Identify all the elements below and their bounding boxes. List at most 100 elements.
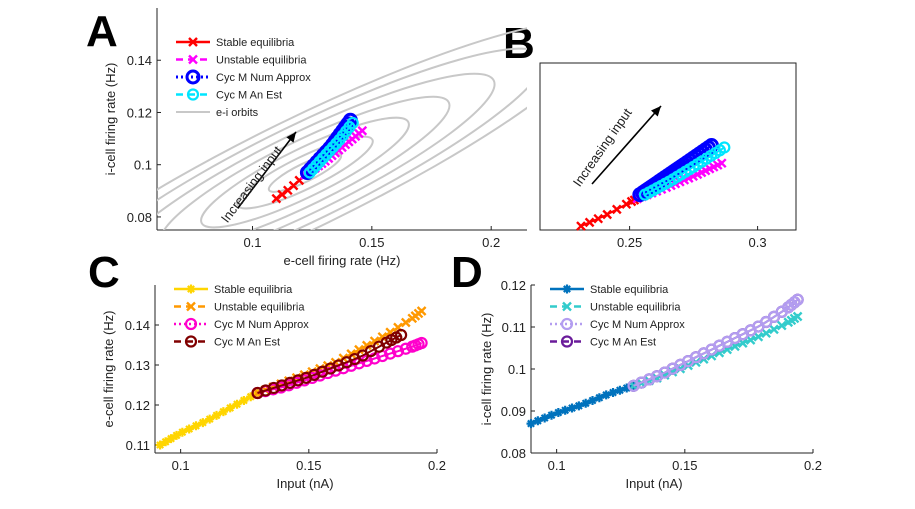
- y-tick-label: 0.08: [127, 210, 152, 225]
- data-point: [346, 116, 359, 130]
- legend-marker: [186, 88, 200, 101]
- legend-marker: [188, 37, 198, 47]
- data-point: [316, 151, 330, 165]
- panel-d: 0.1 0.15 0.2 0.08 0.09 0.1 0.11 0.12 Input (nA) i…: [479, 278, 822, 491]
- axes-box: [539, 62, 797, 231]
- data-point: [584, 217, 595, 228]
- data-point: [776, 320, 787, 331]
- legend-label: Cyc M Num Approx: [590, 319, 685, 331]
- legend-marker: [184, 317, 198, 331]
- data-point: [357, 125, 368, 136]
- data-point: [716, 158, 727, 169]
- legend: Stable equilibria Unstable equilibria Cyc …: [176, 37, 311, 119]
- data-point: [588, 396, 598, 405]
- data-point: [621, 199, 632, 210]
- data-point: [622, 383, 632, 393]
- data-point: [291, 374, 305, 387]
- legend-marker: [562, 284, 572, 294]
- arrow-shaft: [237, 131, 297, 209]
- legend-marker: [560, 335, 574, 348]
- legend-marker: [562, 301, 572, 312]
- y-tick-label: 0.12: [125, 398, 150, 413]
- data-point: [753, 331, 764, 342]
- series-3: [627, 293, 804, 392]
- y-axis-label: e-cell firing rate (Hz): [101, 310, 116, 427]
- y-tick-label: 0.13: [125, 358, 150, 373]
- y-tick-label: 0.11: [126, 438, 150, 453]
- panel-letter-b: B: [503, 19, 535, 68]
- data-point: [232, 399, 242, 409]
- legend-label: Cyc M Num Approx: [214, 319, 309, 331]
- data-point: [718, 141, 731, 154]
- x-tick-label: 0.2: [428, 458, 446, 473]
- legend-label: Cyc M Num Approx: [216, 72, 311, 84]
- x-tick-label: 0.1: [172, 458, 190, 473]
- legend-marker: [188, 54, 198, 65]
- orbit-4: [157, 72, 496, 230]
- legend-label: Cyc M An Est: [216, 90, 282, 102]
- panel-letter-d: D: [451, 248, 483, 297]
- data-point: [611, 204, 622, 215]
- orbit-2: [200, 116, 410, 229]
- orbit-3: [159, 95, 451, 230]
- series-0: [155, 388, 263, 450]
- series-line: [530, 384, 634, 425]
- data-point: [166, 434, 176, 444]
- data-point: [391, 345, 405, 358]
- data-point: [239, 395, 249, 405]
- data-point: [251, 386, 264, 400]
- data-point: [533, 416, 543, 426]
- data-point: [225, 403, 235, 413]
- series-0: [576, 193, 643, 231]
- y-tick-label: 0.12: [127, 105, 152, 120]
- data-point: [788, 296, 801, 309]
- arrow-shaft: [591, 105, 662, 185]
- legend: Stable equilibria Unstable equilibria Cyc …: [550, 284, 685, 349]
- legend: Stable equilibria Unstable equilibria Cyc …: [174, 284, 309, 349]
- data-point: [791, 293, 804, 306]
- data-point: [246, 392, 256, 402]
- x-tick-label: 0.1: [548, 458, 566, 473]
- data-point: [161, 437, 171, 447]
- x-axis-label: Input (nA): [625, 476, 682, 491]
- data-point: [601, 390, 611, 400]
- legend-marker: [186, 284, 196, 294]
- data-point: [205, 414, 215, 424]
- data-point: [761, 328, 772, 339]
- legend-label: Stable equilibria: [214, 284, 293, 296]
- legend-marker: [184, 335, 198, 348]
- data-point: [769, 324, 779, 335]
- orbit-0: [267, 152, 343, 193]
- panel-b: 0.25 0.3 Increasing input: [539, 62, 797, 250]
- data-point: [593, 213, 604, 224]
- data-point: [384, 347, 397, 360]
- legend-marker: [560, 317, 574, 331]
- data-point: [323, 144, 336, 157]
- data-point: [303, 166, 316, 179]
- data-point: [560, 405, 570, 415]
- data-point: [400, 317, 411, 328]
- legend-label: Stable equilibria: [216, 37, 295, 49]
- data-point: [191, 421, 201, 431]
- legend-label: Cyc M An Est: [214, 337, 280, 349]
- data-point: [574, 401, 584, 411]
- panel-letter-c: C: [88, 248, 120, 297]
- y-tick-label: 0.12: [501, 278, 526, 293]
- legend-label: Cyc M An Est: [590, 337, 656, 349]
- y-tick-label: 0.1: [134, 158, 152, 173]
- data-point: [540, 413, 550, 423]
- data-point: [313, 155, 326, 168]
- data-point: [326, 141, 340, 154]
- data-point: [259, 384, 272, 397]
- data-point: [567, 403, 577, 413]
- series-0: [271, 170, 310, 204]
- x-tick-label: 0.15: [672, 458, 697, 473]
- y-tick-label: 0.11: [502, 320, 526, 335]
- panel-a: 0.1 0.15 0.2 0.08 0.1 0.12 0.14 e-cell firing r…: [103, 8, 527, 268]
- legend-label: e-i orbits: [216, 107, 259, 119]
- series-3: [251, 328, 408, 400]
- orbit-6: [157, 20, 527, 230]
- y-axis-label: i-cell firing rate (Hz): [479, 313, 494, 426]
- data-point: [310, 159, 323, 172]
